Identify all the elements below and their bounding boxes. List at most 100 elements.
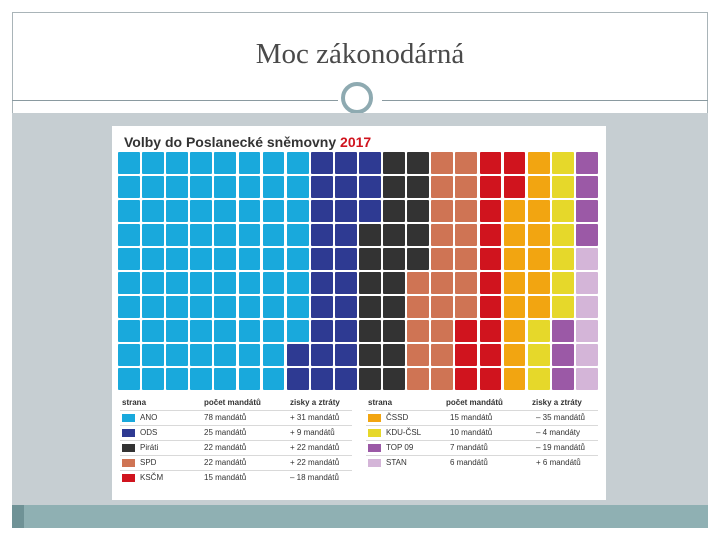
seat-cell--ssd: [503, 368, 526, 390]
legend-swatch: [368, 459, 381, 467]
seat-cell-ks-m: [455, 344, 478, 366]
seat-cell-ano: [166, 152, 189, 174]
seat-cell-spd: [431, 248, 454, 270]
legend-change: + 6 mandátů: [536, 458, 581, 467]
seat-cell--ssd: [527, 272, 550, 294]
seat-cell-spd: [431, 344, 454, 366]
seat-cell-stan: [575, 344, 598, 366]
seat-cell-spd: [407, 272, 430, 294]
title-divider-left: [12, 100, 338, 101]
seat-cell-ano: [190, 200, 213, 222]
seat-cell-ods: [334, 344, 357, 366]
legend-seats: 22 mandátů: [204, 458, 247, 467]
seat-cell-ano: [214, 152, 237, 174]
legend-row: SPD 22 mandátů + 22 mandátů: [120, 455, 352, 469]
title-divider-right: [382, 100, 708, 101]
legend-swatch: [122, 429, 135, 437]
legend-seats: 7 mandátů: [450, 443, 488, 452]
legend-seats: 22 mandátů: [204, 443, 247, 452]
seat-cell-ks-m: [479, 368, 502, 390]
seat-cell-spd: [455, 296, 478, 318]
legend-header-party: strana: [122, 398, 147, 407]
seat-cell-ano: [286, 176, 309, 198]
seat-cell-pir-ti: [383, 272, 405, 294]
seat-cell-stan: [575, 248, 598, 270]
seat-cell-spd: [431, 272, 454, 294]
seat-cell-spd: [455, 152, 478, 174]
seat-cell-ods: [334, 176, 357, 198]
seat-cell-ano: [118, 200, 140, 222]
legend-change: – 4 mandáty: [536, 428, 581, 437]
seat-waffle-chart: [118, 152, 600, 418]
seat-cell-pir-ti: [383, 344, 405, 366]
seat-cell-ano: [166, 176, 189, 198]
seat-cell-ods: [310, 320, 333, 342]
seat-cell-ods: [359, 200, 381, 222]
seat-cell-ano: [166, 200, 189, 222]
seat-cell-top-09: [575, 152, 598, 174]
legend-change: – 18 mandátů: [290, 473, 339, 482]
seat-cell-ano: [262, 200, 285, 222]
seat-cell-top-09: [551, 320, 574, 342]
seat-cell-ano: [190, 176, 213, 198]
footer-accent: [12, 505, 24, 528]
legend-seats: 10 mandátů: [450, 428, 493, 437]
seat-cell-ano: [118, 320, 140, 342]
seat-cell-stan: [575, 296, 598, 318]
legend-change: + 22 mandátů: [290, 443, 340, 452]
seat-cell-ods: [334, 296, 357, 318]
legend-swatch: [122, 459, 135, 467]
seat-cell-ano: [262, 320, 285, 342]
seat-cell-ano: [166, 344, 189, 366]
seat-cell-spd: [455, 224, 478, 246]
seat-cell-ano: [214, 176, 237, 198]
seat-cell-ks-m: [479, 152, 502, 174]
seat-cell-ano: [286, 224, 309, 246]
seat-cell-pir-ti: [383, 320, 405, 342]
legend-seats: 15 mandátů: [450, 413, 493, 422]
seat-cell-ods: [334, 152, 357, 174]
legend-party: TOP 09: [386, 443, 414, 452]
legend-header-seats-2: počet mandátů: [446, 398, 503, 407]
seat-cell-kdu-sl: [551, 224, 574, 246]
legend-header-change-2: zisky a ztráty: [532, 398, 582, 407]
seat-cell-ano: [238, 152, 261, 174]
seat-cell-ks-m: [503, 152, 526, 174]
seat-cell-ano: [238, 248, 261, 270]
seat-cell-ano: [238, 344, 261, 366]
seat-cell-ano: [142, 224, 164, 246]
seat-cell-kdu-sl: [551, 152, 574, 174]
seat-cell-ods: [310, 176, 333, 198]
seat-cell-ano: [166, 272, 189, 294]
seat-cell-ano: [214, 224, 237, 246]
seat-cell-ano: [118, 272, 140, 294]
seat-cell-spd: [407, 368, 430, 390]
seat-cell-ods: [310, 344, 333, 366]
seat-cell-ano: [286, 320, 309, 342]
seat-cell-ods: [310, 200, 333, 222]
seat-cell-pir-ti: [383, 200, 405, 222]
seat-cell-ano: [118, 176, 140, 198]
seat-cell-pir-ti: [383, 152, 405, 174]
seat-cell-ks-m: [479, 344, 502, 366]
seat-cell-ano: [166, 296, 189, 318]
seat-cell-ano: [190, 152, 213, 174]
legend-row: KDU-ČSL 10 mandátů – 4 mandáty: [366, 425, 598, 439]
seat-cell-ano: [238, 176, 261, 198]
seat-cell-ano: [142, 248, 164, 270]
legend-party: ANO: [140, 413, 158, 422]
seat-cell--ssd: [503, 224, 526, 246]
seat-cell-kdu-sl: [527, 320, 550, 342]
seat-cell-ano: [238, 296, 261, 318]
seat-cell-kdu-sl: [551, 176, 574, 198]
seat-cell-ano: [190, 224, 213, 246]
seat-cell-ano: [142, 176, 164, 198]
seat-cell-top-09: [551, 344, 574, 366]
seat-cell-ano: [118, 248, 140, 270]
legend-change: + 22 mandátů: [290, 458, 340, 467]
seat-cell-kdu-sl: [527, 368, 550, 390]
seat-cell-ano: [142, 368, 164, 390]
seat-cell-pir-ti: [383, 296, 405, 318]
seat-cell-ods: [310, 368, 333, 390]
seat-cell-ods: [334, 200, 357, 222]
